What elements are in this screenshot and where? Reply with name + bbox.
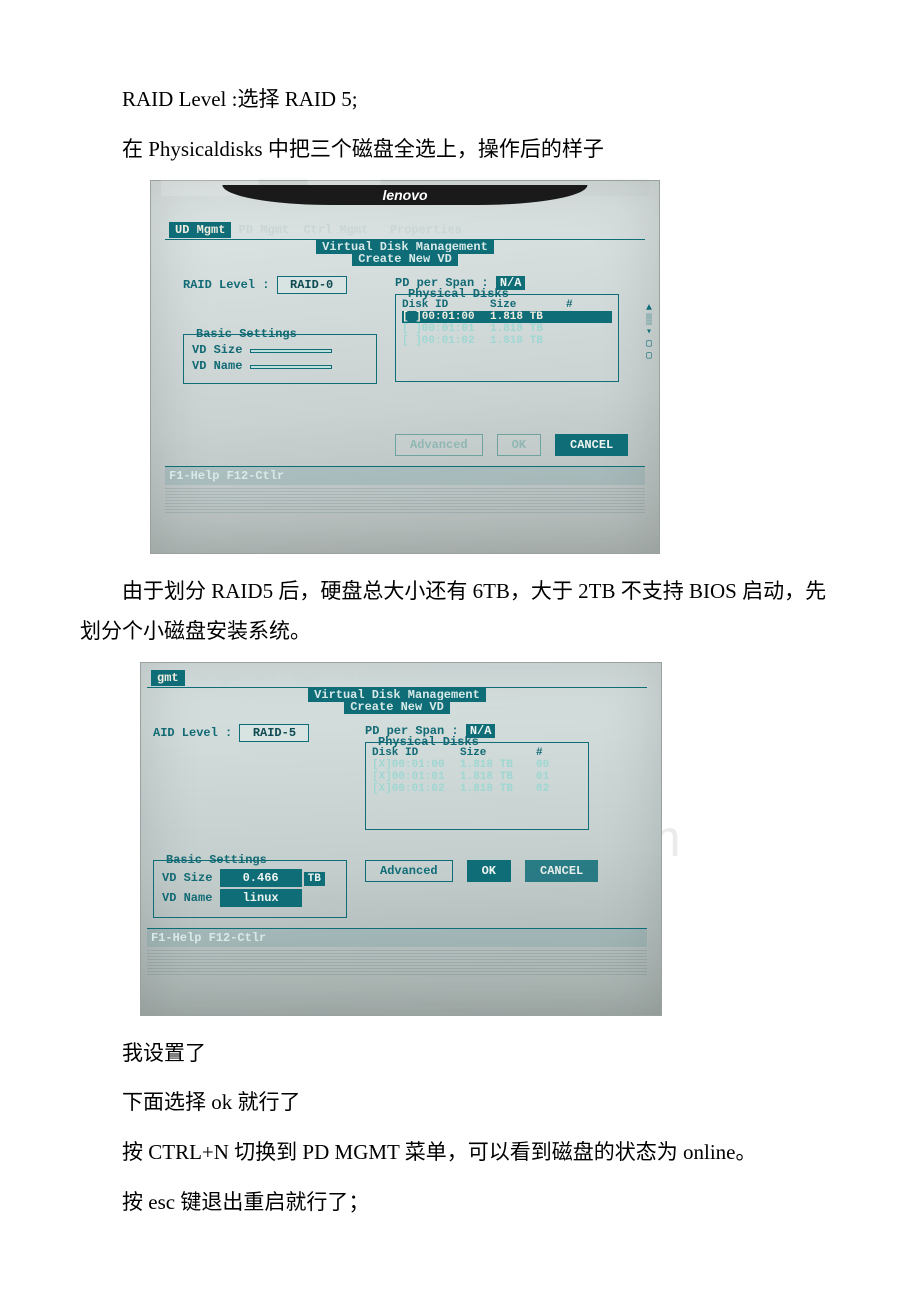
raid-level-label: AID Level : [153, 726, 232, 740]
menu-tab-vd-mgmt[interactable]: UD Mgmt [169, 222, 231, 238]
screenshot-2: gmt PD Mgmt Ctrl Mgmt Properties Virtual… [140, 662, 662, 1016]
paragraph-esc-restart: 按 esc 键退出重启就行了； [80, 1183, 840, 1223]
paragraph-i-set: 我设置了 [80, 1034, 840, 1074]
disk-size: 1.818 TB [490, 323, 560, 335]
disk-num: 02 [536, 783, 556, 795]
scroll-indicator: ▲▒▾▢▢ [646, 303, 652, 363]
ok-button[interactable]: OK [497, 434, 541, 456]
disk-num: 01 [536, 771, 556, 783]
disk-size: 1.818 TB [460, 759, 530, 771]
disk-row[interactable]: [X]00:01:00 1.818 TB 00 [372, 759, 582, 771]
disk-size: 1.818 TB [490, 311, 560, 323]
vd-size-input[interactable]: 0.466 [220, 869, 302, 887]
vd-name-label: VD Name [162, 891, 212, 905]
disk-num: 00 [536, 759, 556, 771]
physical-disks-box: Physical Disks Disk ID Size # [X]00:01:0… [365, 742, 589, 830]
menu-tab-properties[interactable]: Properties [390, 223, 462, 237]
disk-id: [X]00:01:00 [372, 759, 454, 771]
advanced-button[interactable]: Advanced [395, 434, 483, 456]
monitor-brand: lenovo [222, 185, 587, 205]
vd-name-label: VD Name [192, 359, 242, 373]
vd-name-input[interactable] [250, 365, 332, 369]
disk-row[interactable]: [ ]00:01:01 1.818 TB [402, 323, 612, 335]
bios-menubar: UD Mgmt PD Mgmt Ctrl Mgmt Properties [165, 221, 645, 239]
physical-disks-legend: Physical Disks [404, 287, 513, 301]
disk-id: [ ]00:01:00 [402, 311, 484, 323]
paragraph-ctrl-n: 按 CTRL+N 切换到 PD MGMT 菜单，可以看到磁盘的状态为 onlin… [80, 1133, 840, 1173]
footer-artifact [147, 949, 647, 975]
vd-size-label: VD Size [162, 871, 212, 885]
disk-row[interactable]: [ ]00:01:00 1.818 TB [402, 311, 612, 323]
col-num: # [536, 747, 556, 759]
menu-tab-pd-mgmt[interactable]: PD Mgmt [239, 223, 289, 237]
cancel-button[interactable]: CANCEL [555, 434, 628, 456]
menu-tab-pd-mgmt[interactable]: PD Mgmt [192, 671, 242, 685]
disk-row[interactable]: [X]00:01:01 1.818 TB 01 [372, 771, 582, 783]
disk-row[interactable]: [X]00:01:02 1.818 TB 02 [372, 783, 582, 795]
advanced-button[interactable]: Advanced [365, 860, 453, 882]
cancel-button[interactable]: CANCEL [525, 860, 598, 882]
ok-button[interactable]: OK [467, 860, 511, 882]
menu-tab-vd-mgmt[interactable]: gmt [151, 670, 185, 686]
col-num: # [566, 299, 586, 311]
vd-name-input[interactable]: linux [220, 889, 302, 907]
disk-num [566, 335, 586, 347]
disk-num [566, 323, 586, 335]
disk-size: 1.818 TB [460, 771, 530, 783]
disk-id: [ ]00:01:02 [402, 335, 484, 347]
paragraph-choose-ok: 下面选择 ok 就行了 [80, 1083, 840, 1123]
paragraph-raid5-note: 由于划分 RAID5 后，硬盘总大小还有 6TB，大于 2TB 不支持 BIOS… [80, 572, 840, 652]
basic-settings-box: Basic Settings VD Size 0.466TB VD Name l… [153, 860, 347, 918]
disk-id: [X]00:01:02 [372, 783, 454, 795]
vd-size-unit: TB [304, 872, 325, 886]
menu-tab-ctrl-mgmt[interactable]: Ctrl Mgmt [303, 223, 368, 237]
basic-settings-box: Basic Settings VD Size VD Name [183, 334, 377, 384]
disk-id: [ ]00:01:01 [402, 323, 484, 335]
basic-settings-legend: Basic Settings [192, 327, 301, 341]
disk-num [566, 311, 586, 323]
raid-level-value[interactable]: RAID-5 [239, 724, 309, 742]
menu-tab-ctrl-mgmt[interactable]: Ctrl Mgmt [257, 671, 322, 685]
raid-level-label: RAID Level : [183, 278, 269, 292]
help-line: F1-Help F12-Ctlr [165, 466, 645, 485]
help-line: F1-Help F12-Ctlr [147, 928, 647, 947]
bios-screen-2: gmt PD Mgmt Ctrl Mgmt Properties Virtual… [147, 669, 647, 975]
disk-size: 1.818 TB [460, 783, 530, 795]
bios-subtitle: Create New VD [165, 252, 645, 266]
bios-menubar: gmt PD Mgmt Ctrl Mgmt Properties [147, 669, 647, 687]
physical-disks-legend: Physical Disks [374, 735, 483, 749]
paragraph-select-disks: 在 Physicaldisks 中把三个磁盘全选上，操作后的样子 [80, 130, 840, 170]
bios-screen-1: UD Mgmt PD Mgmt Ctrl Mgmt Properties Vir… [165, 221, 645, 513]
paragraph-raid-level: RAID Level :选择 RAID 5; [80, 80, 840, 120]
disk-size: 1.818 TB [490, 335, 560, 347]
physical-disks-box: Physical Disks Disk ID Size # [ ]00:01:0… [395, 294, 619, 382]
disk-row[interactable]: [ ]00:01:02 1.818 TB [402, 335, 612, 347]
vd-size-label: VD Size [192, 343, 242, 357]
disk-id: [X]00:01:01 [372, 771, 454, 783]
footer-artifact [165, 487, 645, 513]
basic-settings-legend: Basic Settings [162, 853, 271, 867]
screenshot-1: lenovo UD Mgmt PD Mgmt Ctrl Mgmt Propert… [150, 180, 660, 554]
vd-size-input[interactable] [250, 349, 332, 353]
bios-subtitle: Create New VD [147, 700, 647, 714]
raid-level-value[interactable]: RAID-0 [277, 276, 347, 294]
menu-tab-properties[interactable]: Properties [343, 671, 415, 685]
